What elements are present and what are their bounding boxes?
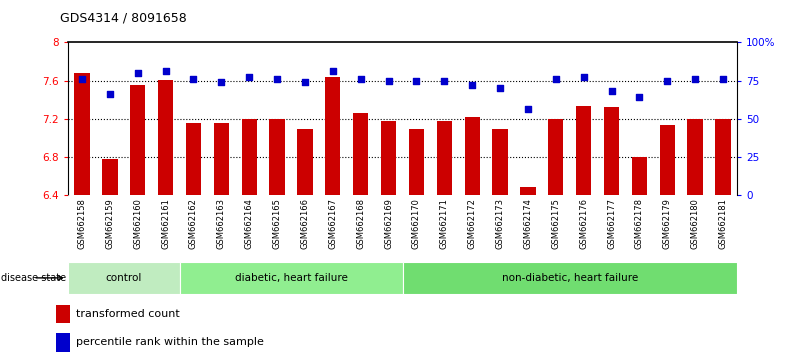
- Text: GSM662172: GSM662172: [468, 198, 477, 249]
- Bar: [68, 262, 179, 294]
- Point: [299, 79, 312, 85]
- Point: [159, 69, 172, 74]
- Bar: [56, 333, 70, 352]
- Text: GSM662159: GSM662159: [106, 198, 115, 249]
- Point: [633, 95, 646, 100]
- Text: GSM662176: GSM662176: [579, 198, 588, 249]
- Text: transformed count: transformed count: [76, 309, 180, 319]
- Point: [131, 70, 144, 76]
- Text: percentile rank within the sample: percentile rank within the sample: [76, 337, 264, 348]
- Text: GSM662181: GSM662181: [718, 198, 727, 249]
- Text: GSM662163: GSM662163: [217, 198, 226, 249]
- Point: [327, 69, 340, 74]
- Point: [75, 76, 88, 82]
- Text: GSM662169: GSM662169: [384, 198, 393, 249]
- Text: GSM662160: GSM662160: [133, 198, 143, 249]
- Bar: [179, 262, 403, 294]
- Bar: [715, 119, 731, 195]
- Text: GSM662164: GSM662164: [245, 198, 254, 249]
- Bar: [687, 119, 702, 195]
- Bar: [493, 129, 508, 195]
- Text: GSM662161: GSM662161: [161, 198, 170, 249]
- Text: GSM662180: GSM662180: [690, 198, 699, 249]
- Text: GSM662170: GSM662170: [412, 198, 421, 249]
- Text: GSM662171: GSM662171: [440, 198, 449, 249]
- Bar: [74, 73, 90, 195]
- Bar: [381, 121, 396, 195]
- Bar: [103, 159, 118, 195]
- Point: [271, 76, 284, 82]
- Text: GSM662178: GSM662178: [635, 198, 644, 249]
- Point: [410, 78, 423, 84]
- Point: [521, 107, 534, 112]
- Point: [382, 78, 395, 84]
- Text: GDS4314 / 8091658: GDS4314 / 8091658: [60, 12, 187, 25]
- Text: GSM662165: GSM662165: [272, 198, 282, 249]
- Bar: [409, 129, 424, 195]
- Text: GSM662177: GSM662177: [607, 198, 616, 249]
- Bar: [632, 157, 647, 195]
- Point: [605, 88, 618, 94]
- Bar: [437, 121, 452, 195]
- Text: GSM662162: GSM662162: [189, 198, 198, 249]
- Text: GSM662168: GSM662168: [356, 198, 365, 249]
- Bar: [548, 119, 563, 195]
- Text: control: control: [106, 273, 142, 283]
- Point: [493, 85, 506, 91]
- Text: GSM662179: GSM662179: [662, 198, 672, 249]
- Bar: [158, 80, 173, 195]
- Bar: [269, 119, 285, 195]
- Bar: [659, 125, 675, 195]
- Point: [243, 75, 256, 80]
- Bar: [403, 262, 737, 294]
- Point: [215, 79, 227, 85]
- Point: [103, 91, 116, 97]
- Bar: [576, 106, 591, 195]
- Bar: [297, 129, 312, 195]
- Text: GSM662175: GSM662175: [551, 198, 560, 249]
- Point: [578, 75, 590, 80]
- Bar: [325, 77, 340, 195]
- Text: GSM662173: GSM662173: [496, 198, 505, 249]
- Point: [549, 76, 562, 82]
- Bar: [465, 117, 480, 195]
- Point: [438, 78, 451, 84]
- Bar: [186, 123, 201, 195]
- Text: GSM662166: GSM662166: [300, 198, 309, 249]
- Bar: [604, 107, 619, 195]
- Bar: [353, 113, 368, 195]
- Text: GSM662158: GSM662158: [78, 198, 87, 249]
- Point: [354, 76, 367, 82]
- Bar: [520, 187, 536, 195]
- Bar: [214, 123, 229, 195]
- Bar: [56, 304, 70, 322]
- Text: diabetic, heart failure: diabetic, heart failure: [235, 273, 348, 283]
- Text: non-diabetic, heart failure: non-diabetic, heart failure: [501, 273, 638, 283]
- Bar: [242, 119, 257, 195]
- Point: [661, 78, 674, 84]
- Point: [717, 76, 730, 82]
- Point: [465, 82, 478, 88]
- Text: GSM662174: GSM662174: [523, 198, 533, 249]
- Bar: [130, 85, 146, 195]
- Point: [187, 76, 200, 82]
- Text: disease state: disease state: [1, 273, 66, 283]
- Text: GSM662167: GSM662167: [328, 198, 337, 249]
- Point: [689, 76, 702, 82]
